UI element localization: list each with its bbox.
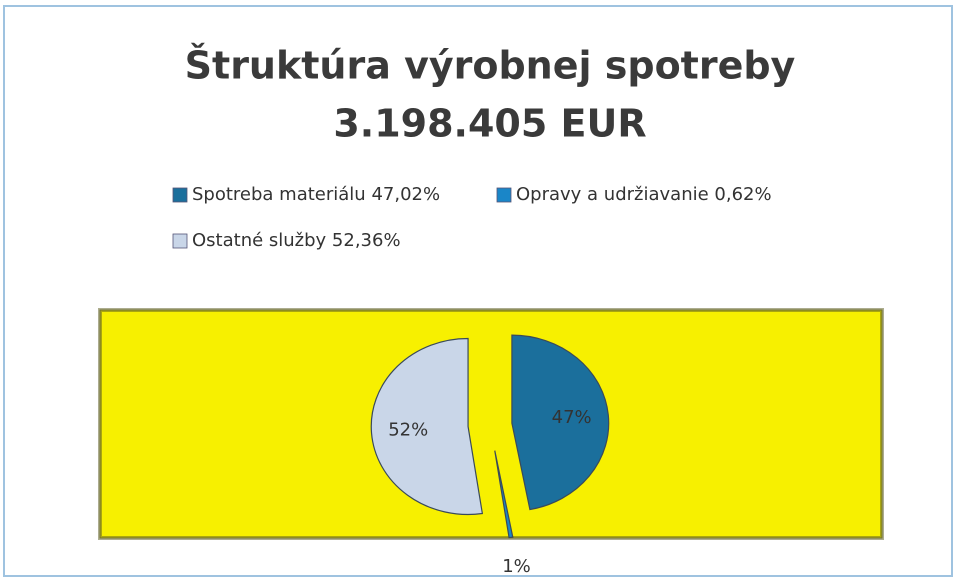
legend-label: Ostatné služby 52,36%: [192, 230, 401, 251]
pie-slice: [511, 334, 610, 511]
data-label: 52%: [388, 420, 428, 441]
legend-swatch: [172, 233, 188, 249]
data-label: 47%: [552, 407, 592, 428]
pie-slice: [494, 450, 514, 539]
legend-swatch: [172, 187, 188, 203]
chart-title: Štruktúra výrobnej spotreby: [185, 44, 796, 88]
pie-slice: [370, 337, 484, 516]
legend-label: Spotreba materiálu 47,02%: [192, 184, 440, 205]
plot-area-shadow: [98, 308, 884, 540]
legend-swatch: [496, 187, 512, 203]
data-label: 1%: [502, 556, 531, 577]
plot-area: [99, 309, 883, 539]
legend-label: Opravy a udržiavanie 0,62%: [516, 184, 772, 205]
chart-subtitle: 3.198.405 EUR: [333, 102, 646, 146]
